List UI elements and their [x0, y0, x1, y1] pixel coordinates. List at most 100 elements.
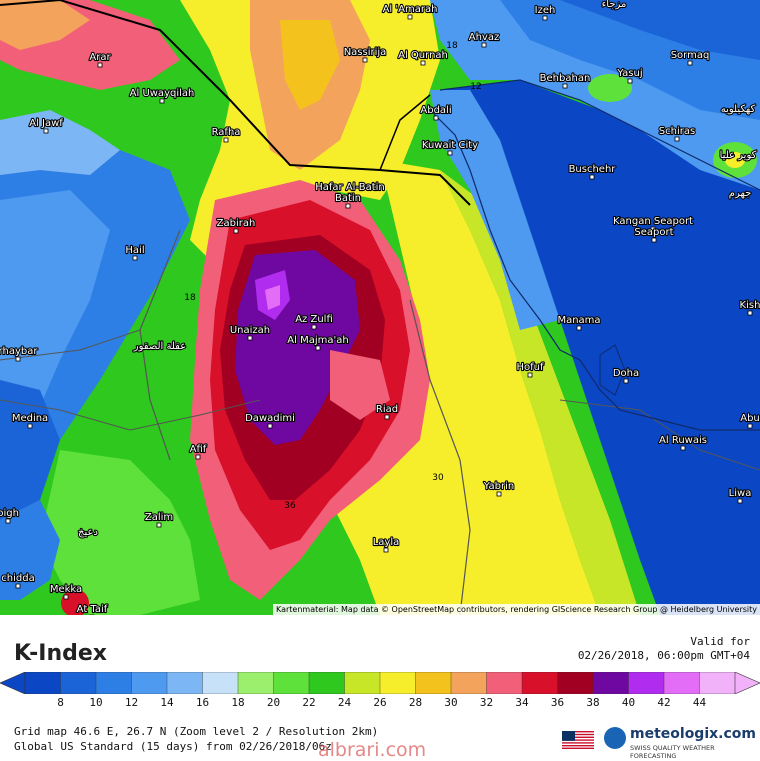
colorbar-tick-label: 24 [337, 696, 352, 709]
city-marker [481, 42, 487, 48]
brand-block[interactable]: meteologix.com SWISS QUALITY WEATHER FOR… [560, 723, 756, 760]
contour-label: 18 [446, 41, 458, 51]
legend-title: K-Index [14, 641, 107, 666]
city-marker [345, 203, 351, 209]
region-yasuj-green [588, 74, 632, 102]
map-attribution: Kartenmaterial: Map data © OpenStreetMap… [272, 604, 760, 615]
brand-tagline: SWISS QUALITY WEATHER FORECASTING [630, 744, 715, 760]
colorbar-cell [415, 672, 452, 694]
city-marker [650, 226, 656, 232]
colorbar-tick-label: 38 [586, 696, 600, 709]
border-uae [559, 399, 760, 471]
colorbar [0, 672, 760, 694]
city-marker [420, 60, 426, 66]
colorbar-cell [344, 672, 381, 694]
region-lime-east [440, 170, 640, 615]
city-label: Manama [557, 315, 600, 326]
city-marker [63, 594, 69, 600]
city-label: Izeh [535, 5, 556, 16]
border-line-north [0, 0, 471, 206]
arabic-place-label: کهکيلويه [721, 104, 756, 115]
city-marker [542, 15, 548, 21]
city-label: chidda [1, 573, 34, 584]
city-label: Doha [613, 368, 639, 379]
colorbar-tick-label: 14 [160, 696, 174, 709]
colorbar-cell [202, 672, 239, 694]
arabic-place-label: مزجاء [602, 0, 627, 10]
city-marker [27, 423, 33, 429]
city-label: Al Jawf [29, 118, 63, 129]
region-line-mid [0, 329, 141, 361]
colorbar-tick-label: 18 [231, 696, 245, 709]
city-label: Abu [740, 413, 760, 424]
brand-name: meteologix.com [630, 726, 756, 742]
colorbar-tick-label: 20 [266, 696, 281, 709]
colorbar-tick-label: 10 [89, 696, 103, 709]
city-marker [156, 522, 162, 528]
colorbar-tick-label: 12 [124, 696, 139, 709]
colorbar-cell [699, 672, 736, 694]
contour-labels-layer: 18 12 18 30 36 [184, 41, 481, 511]
city-label: Az Zulfi [295, 314, 333, 325]
city-marker [407, 14, 413, 20]
city-marker [195, 454, 201, 460]
city-marker [496, 491, 502, 497]
city-label: Layla [373, 537, 400, 548]
city-marker [527, 372, 533, 378]
city-marker [15, 583, 21, 589]
colorbar-tick-label: 8 [57, 696, 64, 709]
weather-map[interactable]: Al 'Amarah Izeh Ahvaz Nassirija Al Qurnah Ara… [0, 0, 760, 615]
city-label: Abdali [420, 105, 451, 116]
colorbar-tick-label: 16 [195, 696, 210, 709]
city-marker [562, 83, 568, 89]
city-label: Unaizah [230, 325, 270, 336]
region-north-orange [0, 0, 90, 50]
city-label: Medina [12, 413, 48, 424]
colorbar-labels: 8 10 12 14 16 18 20 22 24 26 28 30 32 34 36 38 40 42 44 [0, 696, 760, 710]
city-label: Afif [190, 444, 207, 455]
city-marker [651, 237, 657, 243]
city-marker [5, 518, 11, 524]
region-line-south [0, 399, 261, 431]
city-label: Behbahan [540, 73, 591, 84]
city-marker [43, 128, 49, 134]
city-label: Dawadimi [245, 413, 295, 424]
colorbar-tick-label: 28 [408, 696, 423, 709]
city-label: Ahvaz [469, 32, 499, 43]
region-magenta-peak [265, 285, 280, 310]
city-marker [627, 78, 633, 84]
colorbar-arrow-right [734, 672, 760, 694]
colorbar-arrow-left [0, 672, 26, 694]
colorbar-tick-label: 34 [515, 696, 529, 709]
colorbar-cell [60, 672, 97, 694]
region-yellow-central [330, 160, 600, 615]
colorbar-cell [95, 672, 133, 694]
region-riad-pink [330, 350, 390, 420]
city-marker [97, 62, 103, 68]
city-marker [687, 60, 693, 66]
region-line-east [409, 299, 471, 615]
colorbar-tick-label: 30 [444, 696, 458, 709]
city-marker [747, 310, 753, 316]
meteologix-logo-icon [604, 727, 626, 749]
coastline-gulf [429, 109, 760, 431]
colorbar-tick-label: 36 [550, 696, 565, 709]
city-marker [674, 136, 680, 142]
city-label: Hafar Al-Batin [315, 182, 384, 193]
colorbar-cell [273, 672, 310, 694]
city-marker [132, 255, 138, 261]
city-label: Seaport [634, 227, 673, 238]
city-label: rhaybar [0, 346, 38, 357]
city-label: Liwa [729, 488, 752, 499]
colorbar-cell [379, 672, 417, 694]
colorbar-cell [486, 672, 523, 694]
city-label: bigh [0, 508, 19, 519]
city-label: At Taif [77, 604, 108, 615]
city-marker [680, 445, 686, 451]
coastline-iran [439, 79, 760, 191]
city-marker [433, 115, 439, 121]
city-label: Nassirija [344, 47, 387, 58]
region-east-yellow [725, 152, 745, 168]
colorbar-cell [628, 672, 665, 694]
region-southwest-blue [0, 500, 60, 600]
